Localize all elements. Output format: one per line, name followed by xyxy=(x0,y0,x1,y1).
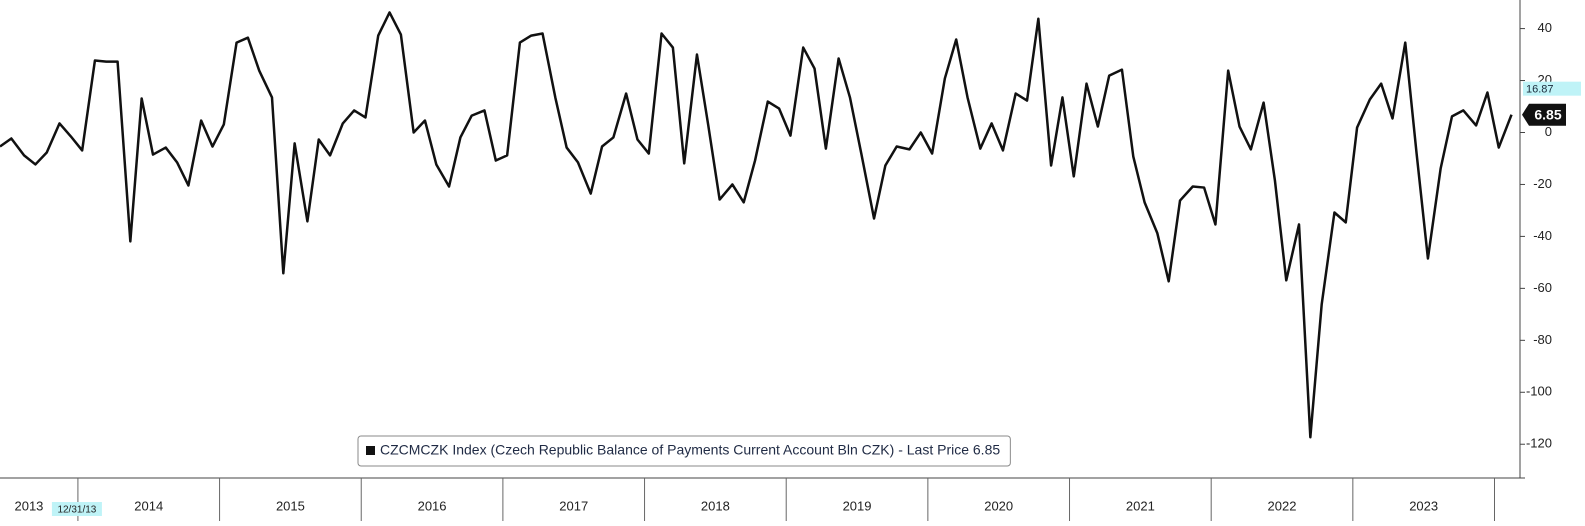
x-tick-label: 2015 xyxy=(276,498,305,513)
x-tick-label: 2023 xyxy=(1409,498,1438,513)
date-marker-box xyxy=(51,502,102,516)
y-tick-label: -40 xyxy=(1533,228,1552,243)
x-tick-label: 2021 xyxy=(1126,498,1155,513)
y-tick-label: -100 xyxy=(1526,384,1552,399)
y-tick-label: -20 xyxy=(1533,176,1552,191)
y-tick-label: 40 xyxy=(1538,20,1552,35)
legend-label: CZCMCZK Index (Czech Republic Balance of… xyxy=(380,442,1000,458)
legend-box xyxy=(357,435,1011,467)
y-tick-label: -60 xyxy=(1533,280,1552,295)
date-marker-label: 12/31/13 xyxy=(57,505,96,516)
legend: CZCMCZK Index (Czech Republic Balance of… xyxy=(357,435,1011,467)
x-tick-label: 2018 xyxy=(701,498,730,513)
x-tick-label: 2020 xyxy=(984,498,1013,513)
legend-swatch xyxy=(366,446,375,455)
reference-tag-box xyxy=(1523,81,1581,96)
series-line xyxy=(0,11,1513,439)
x-tick-label: 2017 xyxy=(559,498,588,513)
x-tick-label: 2014 xyxy=(134,498,163,513)
y-tick-label: -80 xyxy=(1533,332,1552,347)
last-tag-label: 6.85 xyxy=(1534,106,1561,122)
x-tick-label: 2013 xyxy=(14,498,43,513)
last-tag-box xyxy=(1522,103,1566,126)
y-tick-label: -120 xyxy=(1526,436,1552,451)
x-tick-label: 2022 xyxy=(1268,498,1297,513)
x-tick-label: 2016 xyxy=(418,498,447,513)
y-tick-label: 0 xyxy=(1545,124,1552,139)
x-tick-label: 2019 xyxy=(843,498,872,513)
reference-tag-label: 16.87 xyxy=(1526,84,1554,96)
